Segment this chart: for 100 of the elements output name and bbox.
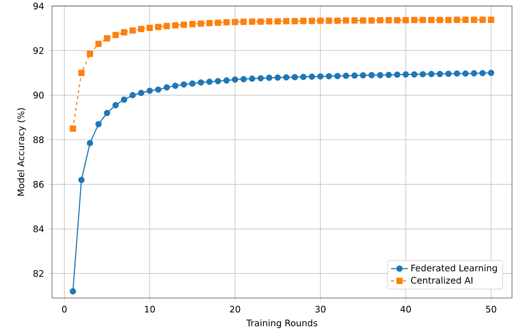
point — [300, 18, 306, 24]
point — [386, 72, 392, 78]
point — [326, 73, 332, 80]
point — [445, 70, 452, 77]
point — [428, 70, 434, 78]
point — [130, 27, 136, 34]
point — [248, 18, 256, 25]
point — [172, 82, 178, 89]
point — [334, 18, 341, 24]
point — [368, 17, 375, 24]
y-tick-label: 90 — [33, 92, 44, 99]
point — [232, 76, 238, 83]
point — [146, 24, 153, 31]
point — [198, 20, 204, 27]
point — [479, 16, 486, 23]
y-tick-label: 86 — [33, 180, 44, 188]
x-tick-label: 30 — [315, 306, 326, 313]
point — [120, 96, 128, 103]
point — [479, 70, 486, 76]
point — [377, 17, 384, 24]
point — [95, 120, 102, 128]
point — [283, 74, 290, 80]
point — [232, 18, 238, 26]
y-tick-label: 94 — [33, 2, 44, 10]
x-tick-label: 20 — [230, 306, 240, 313]
point — [274, 18, 281, 25]
point — [70, 125, 76, 132]
point — [402, 71, 409, 78]
point — [420, 71, 426, 78]
point — [462, 70, 469, 77]
point — [377, 72, 384, 78]
y-tick-label: 84 — [33, 226, 44, 232]
point — [394, 17, 400, 24]
point — [138, 90, 144, 96]
point — [411, 16, 418, 24]
point — [386, 17, 392, 24]
point — [470, 70, 478, 76]
point — [436, 70, 444, 78]
point — [428, 16, 434, 24]
point — [360, 17, 366, 24]
x-axis-title: Training Rounds — [246, 319, 318, 328]
point — [283, 18, 290, 24]
point — [164, 84, 170, 90]
point — [351, 17, 358, 24]
point — [292, 18, 298, 24]
point — [223, 19, 230, 26]
y-tick-label: 88 — [33, 136, 44, 144]
point — [470, 16, 478, 23]
point — [317, 18, 324, 24]
point — [78, 176, 85, 184]
point — [300, 74, 306, 80]
point — [454, 16, 460, 23]
point — [130, 92, 136, 98]
point — [488, 70, 494, 76]
point — [146, 88, 153, 94]
point — [189, 80, 196, 87]
y-tick-label: 82 — [33, 270, 44, 277]
point — [240, 76, 247, 82]
point — [342, 72, 350, 79]
point — [214, 20, 222, 26]
point — [138, 26, 144, 32]
point — [488, 16, 494, 23]
point — [342, 17, 350, 24]
point — [180, 22, 187, 28]
point — [420, 16, 426, 24]
point — [258, 75, 264, 82]
point — [78, 70, 85, 76]
point — [402, 17, 409, 24]
point — [206, 78, 213, 85]
point — [189, 20, 196, 28]
legend-label: Federated Learning — [411, 264, 497, 274]
point — [155, 86, 162, 93]
point — [258, 18, 264, 25]
point — [248, 76, 256, 82]
point — [454, 70, 460, 77]
point — [411, 71, 418, 78]
point — [206, 20, 213, 26]
point — [223, 77, 230, 84]
point — [445, 16, 452, 24]
point — [394, 72, 400, 78]
point — [112, 102, 119, 108]
point — [240, 18, 247, 25]
point — [86, 140, 94, 146]
x-tick-label: 40 — [400, 306, 411, 313]
point — [180, 81, 187, 88]
point — [214, 78, 222, 84]
point — [164, 22, 170, 30]
point — [462, 16, 469, 23]
point — [334, 72, 341, 80]
point — [112, 32, 119, 38]
point — [266, 74, 272, 81]
point — [351, 72, 358, 79]
point — [368, 72, 375, 78]
point — [155, 24, 162, 30]
x-tick-label: 50 — [486, 306, 496, 313]
point — [120, 29, 128, 36]
legend-label: Centralized AI — [411, 276, 472, 284]
point — [308, 18, 316, 24]
point — [95, 40, 102, 48]
point — [86, 50, 94, 58]
